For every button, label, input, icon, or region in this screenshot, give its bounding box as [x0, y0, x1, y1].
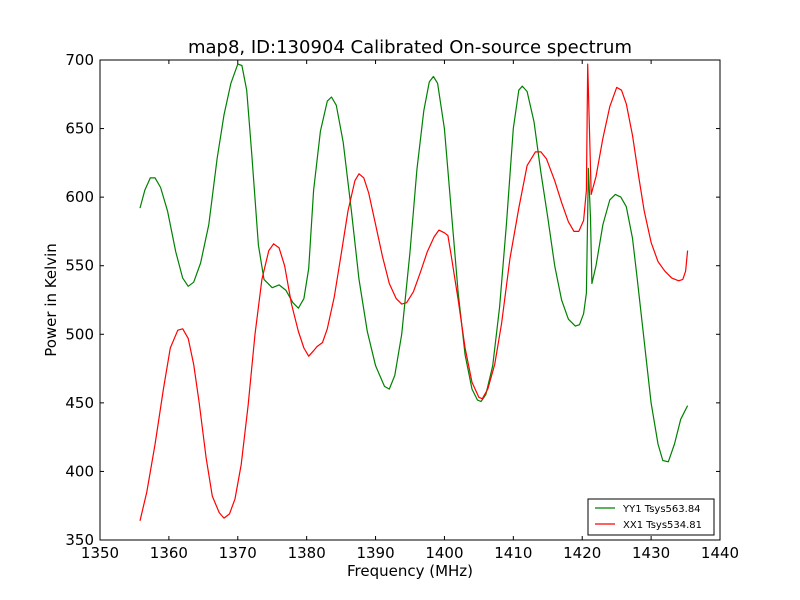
series-line-yy1 — [139, 63, 689, 463]
x-axis-label: Frequency (MHz) — [347, 562, 473, 580]
legend-box — [587, 498, 715, 536]
y-axis-label: Power in Kelvin — [42, 243, 60, 357]
x-tick-label: 1390 — [356, 544, 394, 562]
series-layer — [139, 63, 689, 521]
x-tick-label: 1440 — [701, 544, 739, 562]
x-tick-label: 1360 — [150, 544, 188, 562]
y-tick-label: 350 — [65, 531, 94, 549]
x-tick-label: 1430 — [632, 544, 670, 562]
x-tick-label: 1400 — [425, 544, 463, 562]
y-tick-label: 400 — [65, 462, 94, 480]
x-tick-label: 1380 — [288, 544, 326, 562]
legend-entry-yy1: YY1 Tsys563.84 — [622, 504, 701, 515]
y-tick-label: 450 — [65, 394, 94, 412]
legend: YY1 Tsys563.84 XX1 Tsys534.81 — [587, 498, 715, 536]
x-tick-label: 1420 — [563, 544, 601, 562]
chart-title: map8, ID:130904 Calibrated On-source spe… — [188, 37, 632, 58]
x-tick-label: 1350 — [81, 544, 119, 562]
series-line-xx1 — [139, 63, 689, 521]
y-tick-label: 600 — [65, 188, 94, 206]
y-tick-label: 700 — [65, 51, 94, 69]
plot-frame — [99, 59, 721, 541]
y-tick-label: 550 — [65, 257, 94, 275]
legend-entry-xx1: XX1 Tsys534.81 — [623, 520, 702, 531]
x-tick-label: 1370 — [219, 544, 257, 562]
x-tick-label: 1410 — [494, 544, 532, 562]
ticks-layer: 1350 1360 1370 1380 1390 1400 1410 1420 1430 1440… — [65, 51, 739, 562]
y-tick-label: 650 — [65, 120, 94, 138]
y-tick-label: 500 — [65, 325, 94, 343]
